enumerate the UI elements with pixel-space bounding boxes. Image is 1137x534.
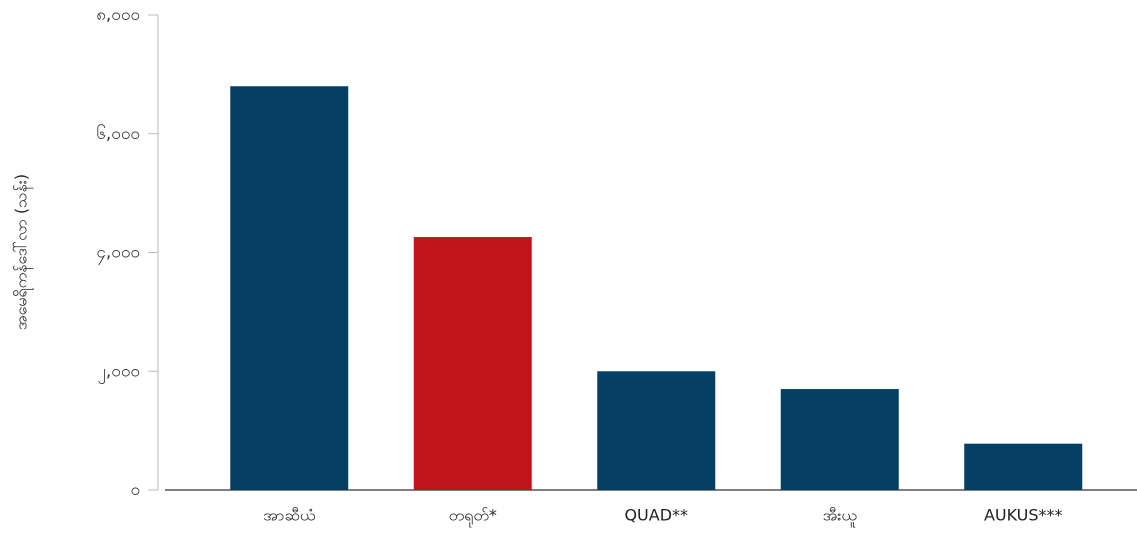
bar [780, 389, 899, 490]
x-tick-label: တရုတ်* [449, 506, 497, 528]
bar [597, 371, 716, 490]
y-tick-label: ၈,၀၀၀ [96, 5, 140, 25]
y-tick-label: ၀ [130, 480, 140, 500]
bar [964, 443, 1083, 490]
y-tick-label: ၄,၀၀၀ [96, 243, 140, 266]
bar [230, 86, 349, 490]
x-tick-label: AUKUS*** [984, 506, 1063, 525]
x-tick-label: အီးယူ [823, 506, 858, 528]
x-tick-label: QUAD** [624, 506, 688, 525]
bar [413, 237, 532, 490]
x-tick-label: အာဆီယံ [263, 506, 316, 525]
y-tick-label: ၂,၀၀၀ [98, 361, 140, 384]
y-axis-label: အမေရိကန်ဒေါ်လာ (သန်း) [12, 174, 34, 330]
y-tick-label: ၆,၀၀၀ [96, 123, 140, 144]
